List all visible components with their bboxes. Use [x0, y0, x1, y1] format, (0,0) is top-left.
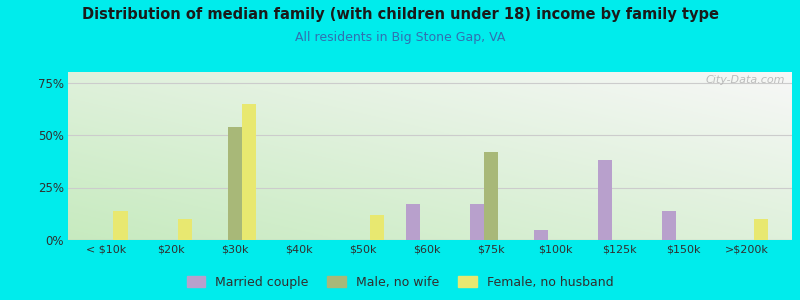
Bar: [534, 230, 548, 240]
Bar: [484, 152, 498, 240]
Bar: [242, 103, 256, 240]
Bar: [370, 215, 384, 240]
Bar: [227, 127, 242, 240]
Bar: [406, 204, 420, 240]
Bar: [598, 160, 612, 240]
Bar: [754, 219, 768, 240]
Text: Distribution of median family (with children under 18) income by family type: Distribution of median family (with chil…: [82, 8, 718, 22]
Text: All residents in Big Stone Gap, VA: All residents in Big Stone Gap, VA: [295, 32, 505, 44]
Bar: [178, 219, 192, 240]
Bar: [114, 211, 127, 240]
Bar: [662, 211, 676, 240]
Text: City-Data.com: City-Data.com: [706, 75, 785, 85]
Legend: Married couple, Male, no wife, Female, no husband: Married couple, Male, no wife, Female, n…: [182, 271, 618, 294]
Bar: [470, 204, 484, 240]
